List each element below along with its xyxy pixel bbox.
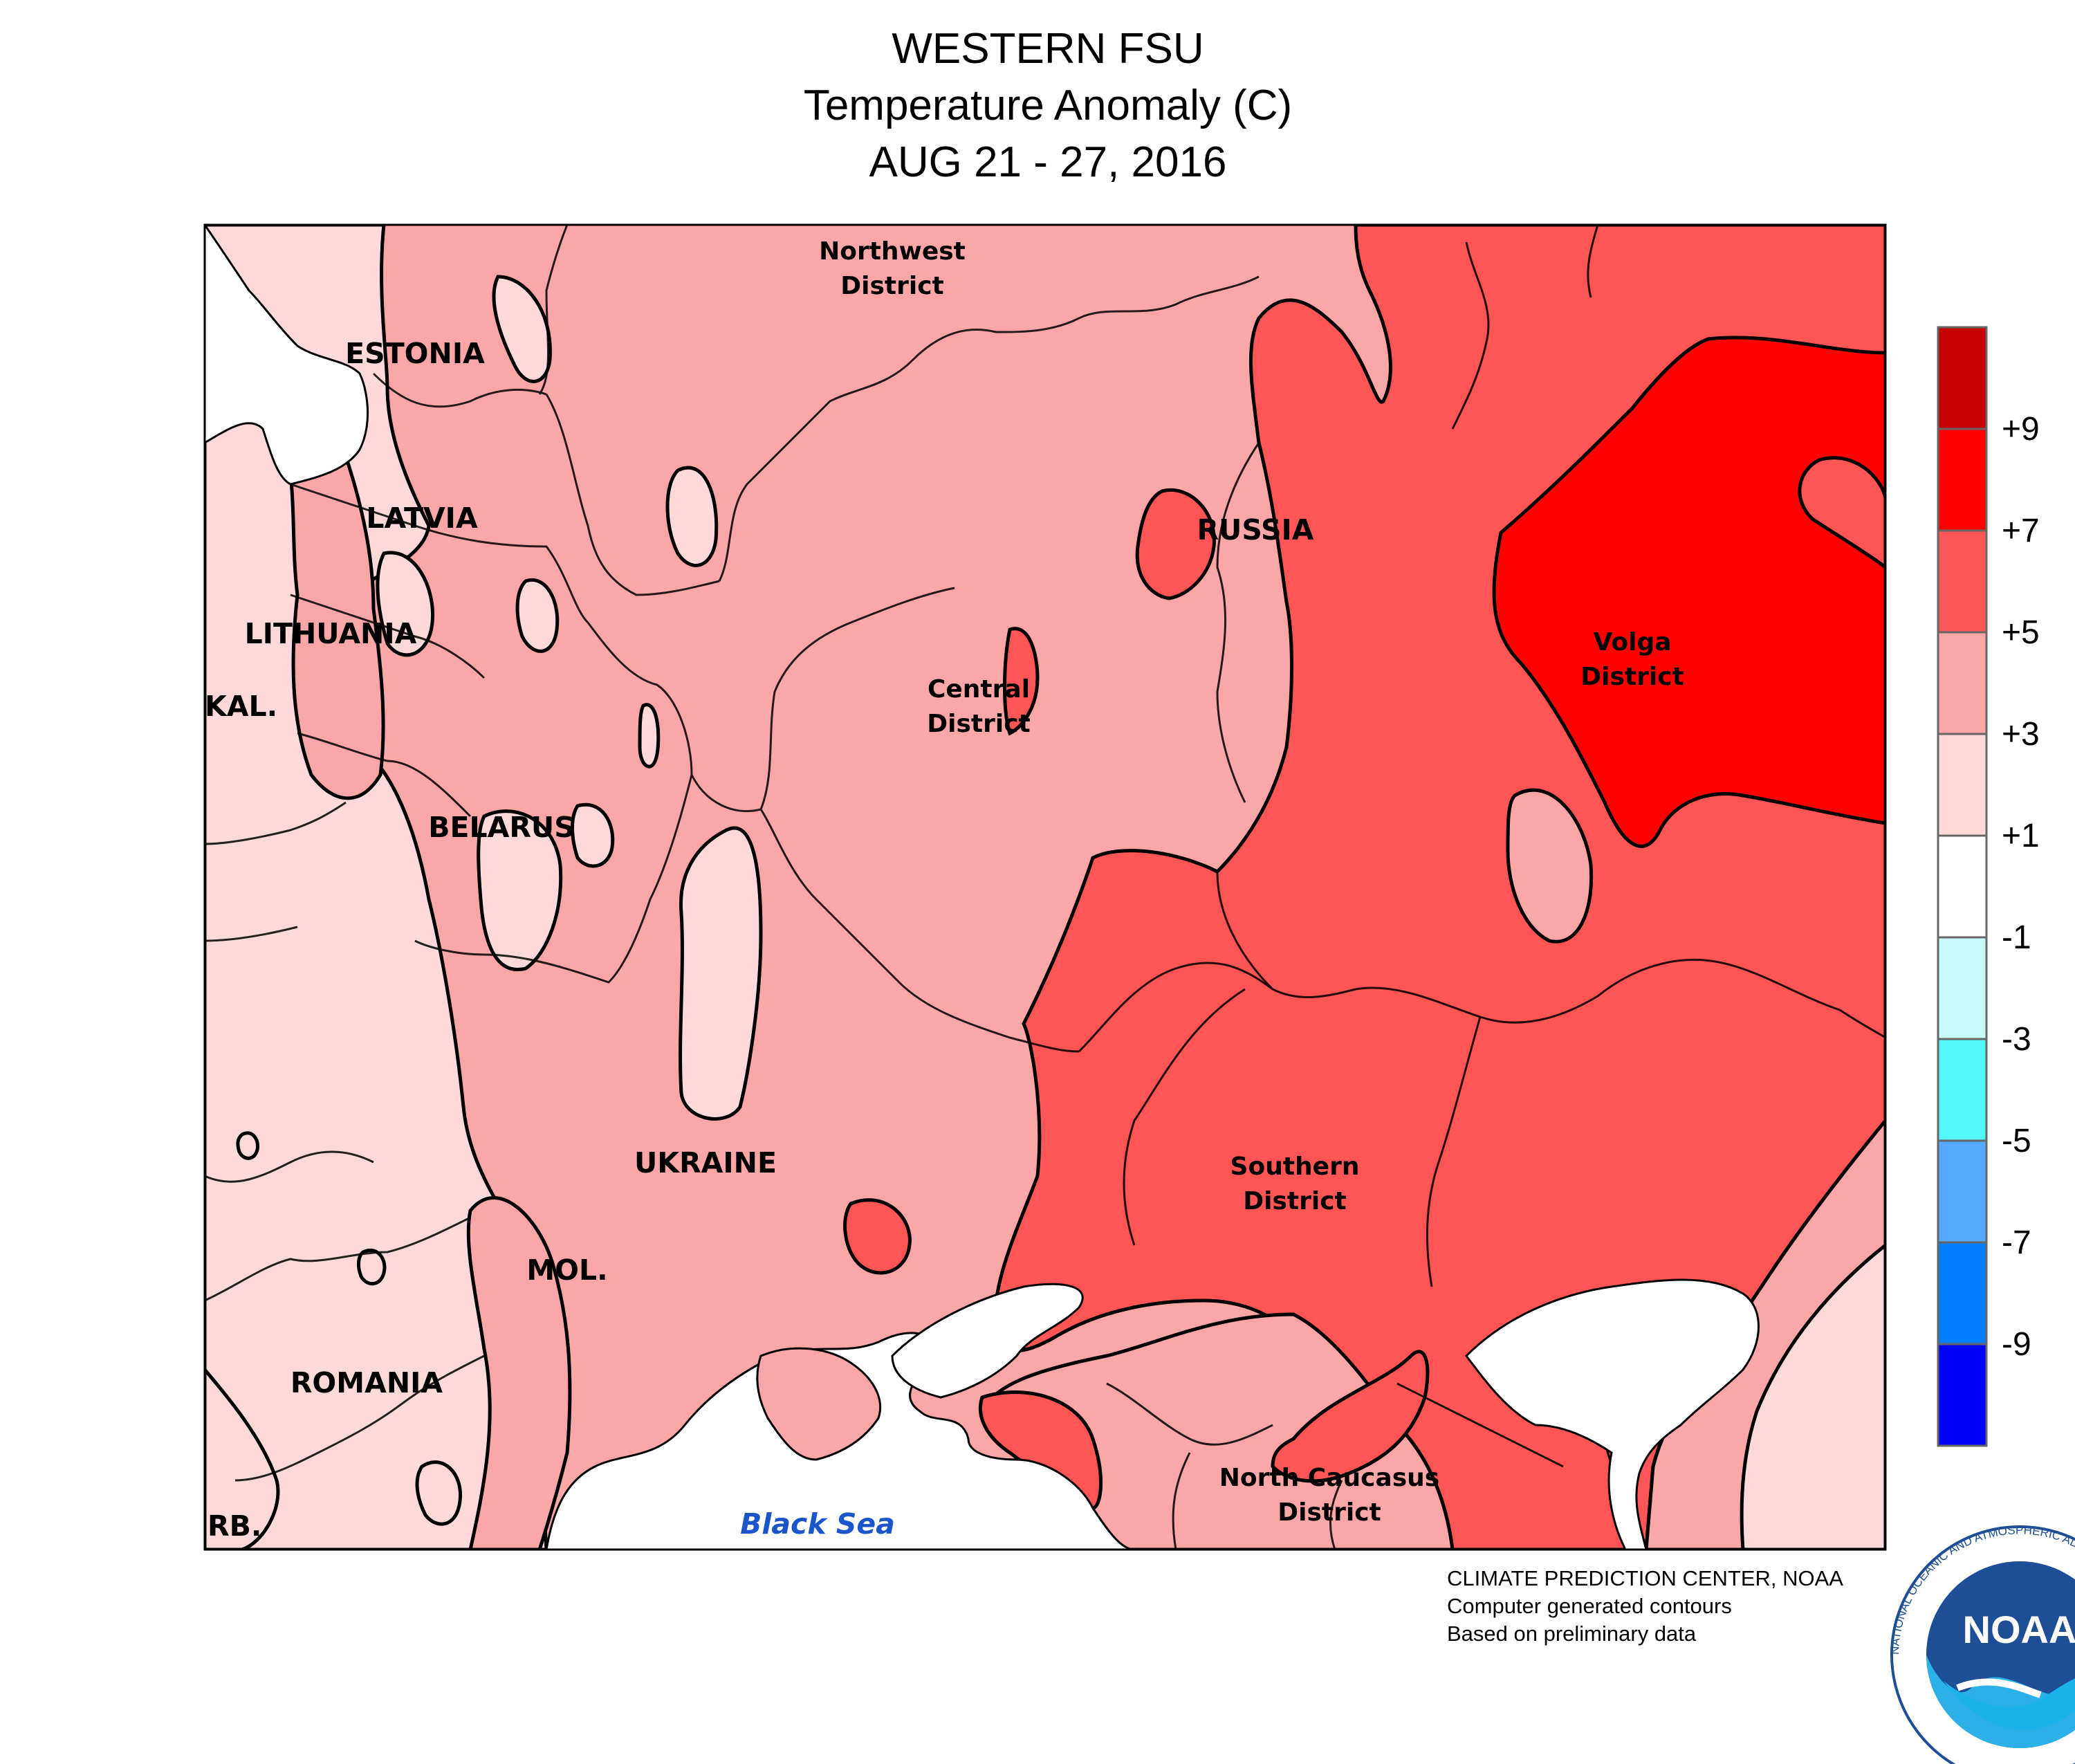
anomaly-plus1-romania-blob: [415, 1460, 463, 1526]
legend-box-6: [1937, 936, 1988, 1040]
credit-method: Computer generated contours: [1447, 1594, 1732, 1618]
title-date-range: AUG 21 - 27, 2016: [869, 138, 1227, 186]
color-legend: +9 +7 +5 +3 +1 -1 -3 -5 -7 -9: [1937, 326, 2040, 1447]
map-labels: Northwest District ESTONIA LATVIA LITHUA…: [205, 237, 1684, 1543]
label-volga-district-line2: District: [1580, 663, 1684, 691]
credit-agency: CLIMATE PREDICTION CENTER, NOAA: [1447, 1566, 1843, 1590]
label-romania: ROMANIA: [290, 1366, 443, 1399]
noaa-logo-text: NOAA: [1963, 1608, 2075, 1651]
anomaly-plus3-baltic: [281, 440, 385, 800]
legend-box-0: [1937, 326, 1988, 430]
anomaly-plus3-volga-spot: [1506, 788, 1594, 944]
label-northwest-district-line2: District: [840, 272, 944, 300]
anomaly-plus1-belarus: [477, 809, 563, 971]
legend-label: -5: [2002, 1123, 2031, 1159]
label-ukraine: UKRAINE: [634, 1146, 777, 1179]
title-region: WESTERN FSU: [892, 25, 1204, 73]
label-central-district-line2: District: [927, 710, 1031, 738]
label-volga-district-line1: Volga: [1593, 628, 1671, 656]
label-estonia: ESTONIA: [345, 337, 485, 370]
label-north-caucasus-district-line2: District: [1278, 1498, 1381, 1527]
sea-of-azov: [891, 1283, 1084, 1399]
legend-box-4: [1937, 733, 1988, 837]
legend-labels: +9 +7 +5 +3 +1 -1 -3 -5 -7 -9: [2002, 411, 2040, 1363]
legend-box-5: [1937, 834, 1988, 939]
legend-box-2: [1937, 529, 1988, 634]
label-north-caucasus-district-line1: North Caucasus: [1219, 1464, 1439, 1492]
legend-label: -3: [2002, 1021, 2031, 1058]
legend-box-3: [1937, 631, 1988, 735]
label-serbia: RB.: [208, 1509, 261, 1543]
legend-label: -9: [2002, 1326, 2031, 1363]
label-northwest-district-line1: Northwest: [819, 237, 966, 266]
anomaly-plus5-russia-n: [1135, 488, 1216, 600]
legend-label: +3: [2002, 716, 2040, 753]
map-frame: [203, 223, 1887, 1551]
noaa-logo: NOAA NATIONAL OCEANIC AND ATMOSPHERIC AD…: [1888, 1523, 2075, 1764]
legend-box-8: [1937, 1139, 1988, 1244]
anomaly-plus1-estonia: [492, 275, 552, 383]
anomaly-plus5-ukraine-spot: [843, 1198, 912, 1275]
caspian-sea: [1465, 1278, 1760, 1550]
anomaly-plus5-central: [1003, 627, 1040, 736]
legend-box-9: [1937, 1241, 1988, 1345]
legend-label: -7: [2002, 1224, 2031, 1261]
anomaly-plus1-southwest: [205, 1367, 280, 1550]
legend-color-boxes: [1937, 326, 1988, 1447]
label-belarus: BELARUS: [428, 811, 575, 844]
legend-label: +1: [2002, 818, 2040, 854]
label-moldova: MOL.: [526, 1253, 607, 1287]
title-variable: Temperature Anomaly (C): [803, 82, 1293, 129]
anomaly-plus1-ukraine-strip: [679, 826, 763, 1121]
anomaly-plus5-volga-hole: [1798, 456, 1885, 570]
map-area: [205, 225, 1885, 1550]
anomaly-plus7-volga: [1492, 336, 1885, 848]
anomaly-plus1-southeast: [1740, 1242, 1885, 1550]
anomaly-plus1-belarus-n: [515, 578, 560, 653]
label-kaliningrad: KAL.: [205, 690, 277, 723]
legend-box-1: [1937, 428, 1988, 532]
anomaly-plus1-small-b: [356, 1248, 387, 1286]
label-black-sea: Black Sea: [740, 1507, 895, 1541]
credit-note: Based on preliminary data: [1447, 1621, 1697, 1646]
label-central-district-line1: Central: [928, 675, 1030, 704]
anomaly-plus5-caucasus: [1271, 1350, 1430, 1483]
label-southern-district-line1: Southern: [1230, 1152, 1360, 1181]
anomaly-plus1-smolensk: [665, 466, 719, 567]
baltic-sea: [205, 225, 369, 486]
legend-box-7: [1937, 1038, 1988, 1142]
legend-label: +9: [2002, 411, 2040, 448]
map-title: WESTERN FSU Temperature Anomaly (C) AUG …: [0, 21, 2075, 191]
crimea: [756, 1347, 882, 1461]
anomaly-plus1-small-a: [638, 703, 661, 769]
label-russia: RUSSIA: [1197, 513, 1313, 546]
legend-label: +7: [2002, 513, 2040, 549]
anomaly-plus1-belarus-e: [571, 802, 615, 868]
administrative-borders: [205, 225, 1885, 1550]
label-southern-district-line2: District: [1243, 1187, 1347, 1215]
legend-label: +5: [2002, 614, 2040, 651]
legend-box-10: [1937, 1343, 1988, 1447]
label-latvia: LATVIA: [366, 502, 478, 535]
legend-label: -1: [2002, 919, 2031, 956]
label-lithuania: LITHUANIA: [245, 617, 417, 650]
anomaly-plus1-small-c: [236, 1131, 260, 1160]
credit-block: CLIMATE PREDICTION CENTER, NOAA Computer…: [1447, 1565, 1843, 1648]
anomaly-plus3-moldova: [466, 1196, 572, 1550]
